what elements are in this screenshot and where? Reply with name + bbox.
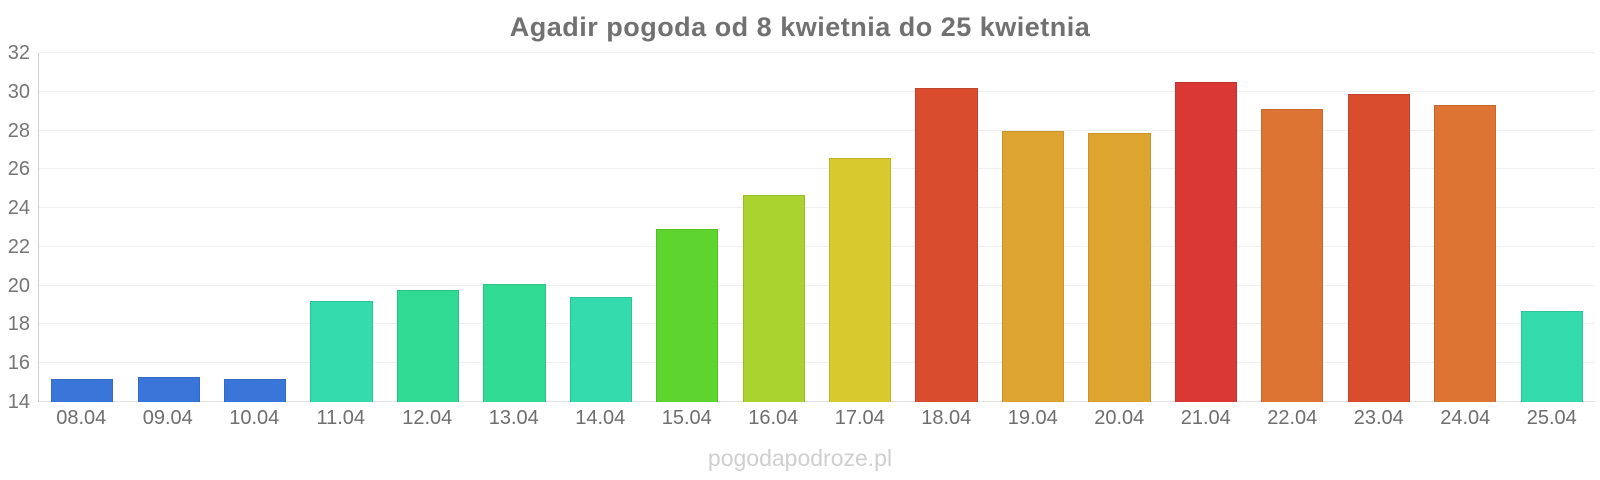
bar-21.04[interactable] xyxy=(1174,82,1238,402)
x-tick-label: 24.04 xyxy=(1440,407,1491,429)
gridline xyxy=(39,362,1595,364)
gridline xyxy=(39,284,1595,286)
x-tick-label: 25.04 xyxy=(1526,407,1577,429)
bar-20.04[interactable] xyxy=(1088,132,1151,402)
bar-slot xyxy=(558,53,644,402)
bar-12.04[interactable] xyxy=(396,289,460,402)
bar-slot xyxy=(471,53,557,402)
bar-slot xyxy=(1508,53,1594,402)
bar-23.04[interactable] xyxy=(1347,93,1410,402)
x-tick-label: 20.04 xyxy=(1094,407,1145,429)
x-tick-label: 18.04 xyxy=(921,407,972,429)
y-tick-label: 16 xyxy=(7,352,30,375)
x-tick-label: 11.04 xyxy=(316,407,366,429)
gridline xyxy=(39,323,1595,325)
bar-14.04[interactable] xyxy=(569,297,632,402)
bars-container xyxy=(39,53,1595,402)
bar-10.04[interactable] xyxy=(223,378,287,402)
bar-slot xyxy=(644,53,730,402)
y-tick-label: 32 xyxy=(7,42,30,64)
bar-slot xyxy=(903,53,989,402)
bar-slot xyxy=(990,53,1076,402)
x-tick-label: 08.04 xyxy=(56,407,107,429)
chart-title: Agadir pogoda od 8 kwietnia do 25 kwietn… xyxy=(509,12,1091,42)
y-tick-label: 20 xyxy=(7,274,30,297)
x-tick-label: 09.04 xyxy=(142,407,193,429)
bar-13.04[interactable] xyxy=(483,283,546,402)
gridline xyxy=(39,207,1595,209)
bar-slot xyxy=(125,53,211,402)
y-tick-label: 22 xyxy=(7,235,30,258)
bar-24.04[interactable] xyxy=(1434,105,1497,402)
y-tick-label: 18 xyxy=(7,313,30,336)
bar-17.04[interactable] xyxy=(829,157,892,402)
bar-slot xyxy=(385,53,471,402)
bar-slot xyxy=(1163,53,1249,402)
bar-09.04[interactable] xyxy=(137,376,200,402)
y-tick-label: 28 xyxy=(7,119,30,142)
gridline xyxy=(39,129,1595,131)
bar-slot xyxy=(817,53,903,402)
bar-08.04[interactable] xyxy=(51,378,114,402)
bar-slot xyxy=(731,53,817,402)
bar-slot xyxy=(212,53,298,402)
gridline xyxy=(39,90,1595,92)
y-tick-label: 24 xyxy=(7,197,30,220)
x-tick-label: 15.04 xyxy=(661,407,712,429)
bar-18.04[interactable] xyxy=(915,87,978,402)
watermark: pogodapodroze.pl xyxy=(707,445,893,471)
bar-slot xyxy=(1076,53,1162,402)
bar-22.04[interactable] xyxy=(1261,109,1324,402)
y-tick-label: 30 xyxy=(7,80,30,103)
bar-16.04[interactable] xyxy=(742,194,805,402)
gridline xyxy=(39,245,1595,247)
gridline xyxy=(39,401,1595,402)
y-tick-label: 14 xyxy=(7,391,30,413)
x-tick-label: 14.04 xyxy=(575,407,626,429)
bar-25.04[interactable] xyxy=(1520,310,1583,402)
gridline xyxy=(39,52,1595,53)
bar-15.04[interactable] xyxy=(656,229,719,402)
bar-slot xyxy=(298,53,384,402)
gridline xyxy=(39,168,1595,170)
bar-slot xyxy=(39,53,125,402)
bar-19.04[interactable] xyxy=(1001,130,1065,402)
x-tick-label: 22.04 xyxy=(1267,407,1318,429)
bar-slot xyxy=(1336,53,1422,402)
plot-area xyxy=(38,52,1595,402)
x-tick-label: 21.04 xyxy=(1180,407,1231,429)
x-tick-label: 13.04 xyxy=(488,407,539,429)
y-tick-label: 26 xyxy=(7,158,30,181)
x-tick-label: 17.04 xyxy=(834,407,885,429)
x-tick-label: 23.04 xyxy=(1353,407,1404,429)
y-axis-labels: 14 16 18 20 22 24 26 28 30 32 xyxy=(0,43,32,412)
x-tick-label: 12.04 xyxy=(402,407,453,429)
x-tick-label: 16.04 xyxy=(748,407,799,429)
bar-11.04[interactable] xyxy=(310,301,373,402)
bar-slot xyxy=(1422,53,1508,402)
x-tick-label: 19.04 xyxy=(1007,407,1058,429)
bar-slot xyxy=(1249,53,1335,402)
x-axis-labels: 08.04 09.04 10.04 11.04 12.04 13.04 14.04 15.04… xyxy=(38,404,1595,432)
x-tick-label: 10.04 xyxy=(229,407,280,429)
